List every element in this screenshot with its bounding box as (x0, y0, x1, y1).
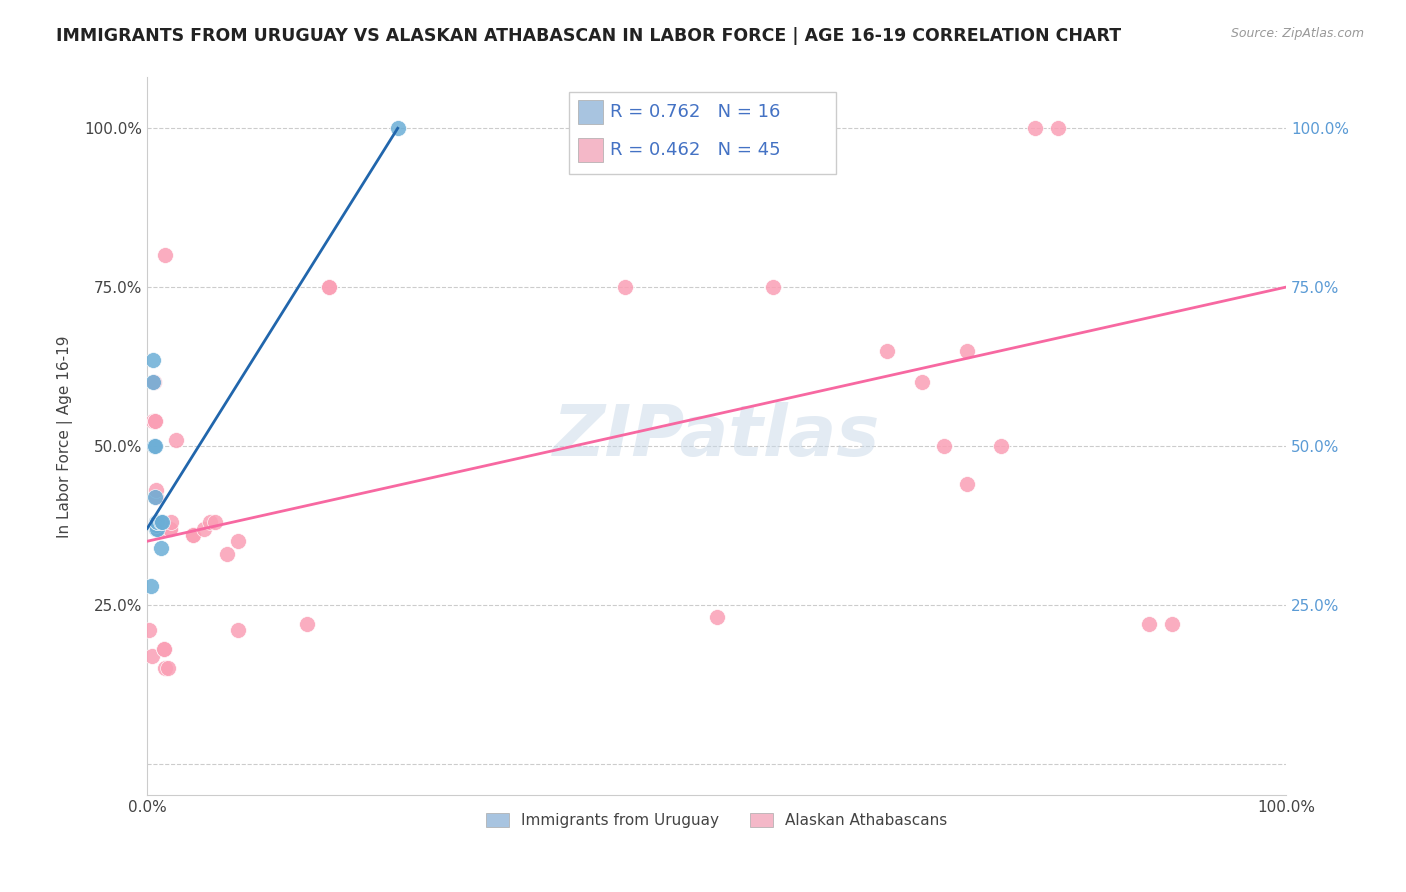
Point (762, 280, 785, 294)
Point (155, 248, 177, 262)
Text: IMMIGRANTS FROM URUGUAY VS ALASKAN ATHABASCAN IN LABOR FORCE | AGE 16-19 CORRELA: IMMIGRANTS FROM URUGUAY VS ALASKAN ATHAB… (56, 27, 1122, 45)
Text: ZIPatlas: ZIPatlas (553, 402, 880, 471)
Point (181, 528, 204, 542)
Point (145, 518, 167, 533)
Point (143, 439, 166, 453)
Point (614, 280, 637, 294)
Point (149, 541, 172, 555)
Point (145, 515, 167, 529)
Point (143, 376, 166, 390)
Point (387, 121, 409, 136)
Point (146, 515, 169, 529)
Point (146, 515, 169, 529)
FancyBboxPatch shape (578, 138, 603, 162)
Point (160, 515, 183, 529)
Point (138, 624, 160, 638)
Point (198, 515, 221, 529)
Point (204, 515, 226, 529)
Point (215, 547, 238, 561)
Point (706, 610, 728, 624)
FancyBboxPatch shape (568, 92, 837, 174)
Legend: Immigrants from Uruguay, Alaskan Athabascans: Immigrants from Uruguay, Alaskan Athabas… (479, 807, 953, 834)
Point (143, 490, 166, 504)
Point (142, 376, 165, 390)
Point (295, 616, 318, 631)
Point (318, 280, 340, 294)
Point (142, 353, 165, 368)
Point (226, 534, 249, 549)
Point (153, 642, 176, 657)
Point (181, 528, 204, 542)
Point (156, 661, 179, 675)
Point (318, 280, 340, 294)
Point (1024, 121, 1046, 136)
Point (226, 624, 249, 638)
Point (934, 439, 956, 453)
Point (145, 483, 167, 498)
Point (159, 522, 181, 536)
Point (153, 642, 176, 657)
Point (159, 522, 181, 536)
Point (990, 439, 1012, 453)
Point (142, 413, 165, 427)
Point (193, 522, 215, 536)
Point (139, 579, 162, 593)
Point (145, 490, 167, 504)
Point (150, 515, 173, 529)
Point (148, 522, 170, 536)
Point (165, 433, 187, 447)
Point (1137, 616, 1160, 631)
Point (155, 661, 177, 675)
Point (876, 343, 898, 358)
Point (1047, 121, 1070, 136)
FancyBboxPatch shape (578, 101, 603, 124)
Point (143, 439, 166, 453)
Point (143, 413, 166, 427)
Point (145, 522, 167, 536)
Point (149, 515, 172, 529)
Text: R = 0.762   N = 16: R = 0.762 N = 16 (610, 103, 780, 121)
Point (145, 515, 167, 529)
Text: R = 0.462   N = 45: R = 0.462 N = 45 (610, 141, 780, 159)
Point (1161, 616, 1184, 631)
Point (956, 343, 979, 358)
Point (910, 376, 932, 390)
Point (143, 413, 166, 427)
Point (141, 648, 163, 663)
Point (146, 522, 169, 536)
Y-axis label: In Labor Force | Age 16-19: In Labor Force | Age 16-19 (58, 335, 73, 538)
Point (149, 522, 172, 536)
Point (956, 477, 979, 491)
Text: Source: ZipAtlas.com: Source: ZipAtlas.com (1230, 27, 1364, 40)
Point (150, 515, 173, 529)
